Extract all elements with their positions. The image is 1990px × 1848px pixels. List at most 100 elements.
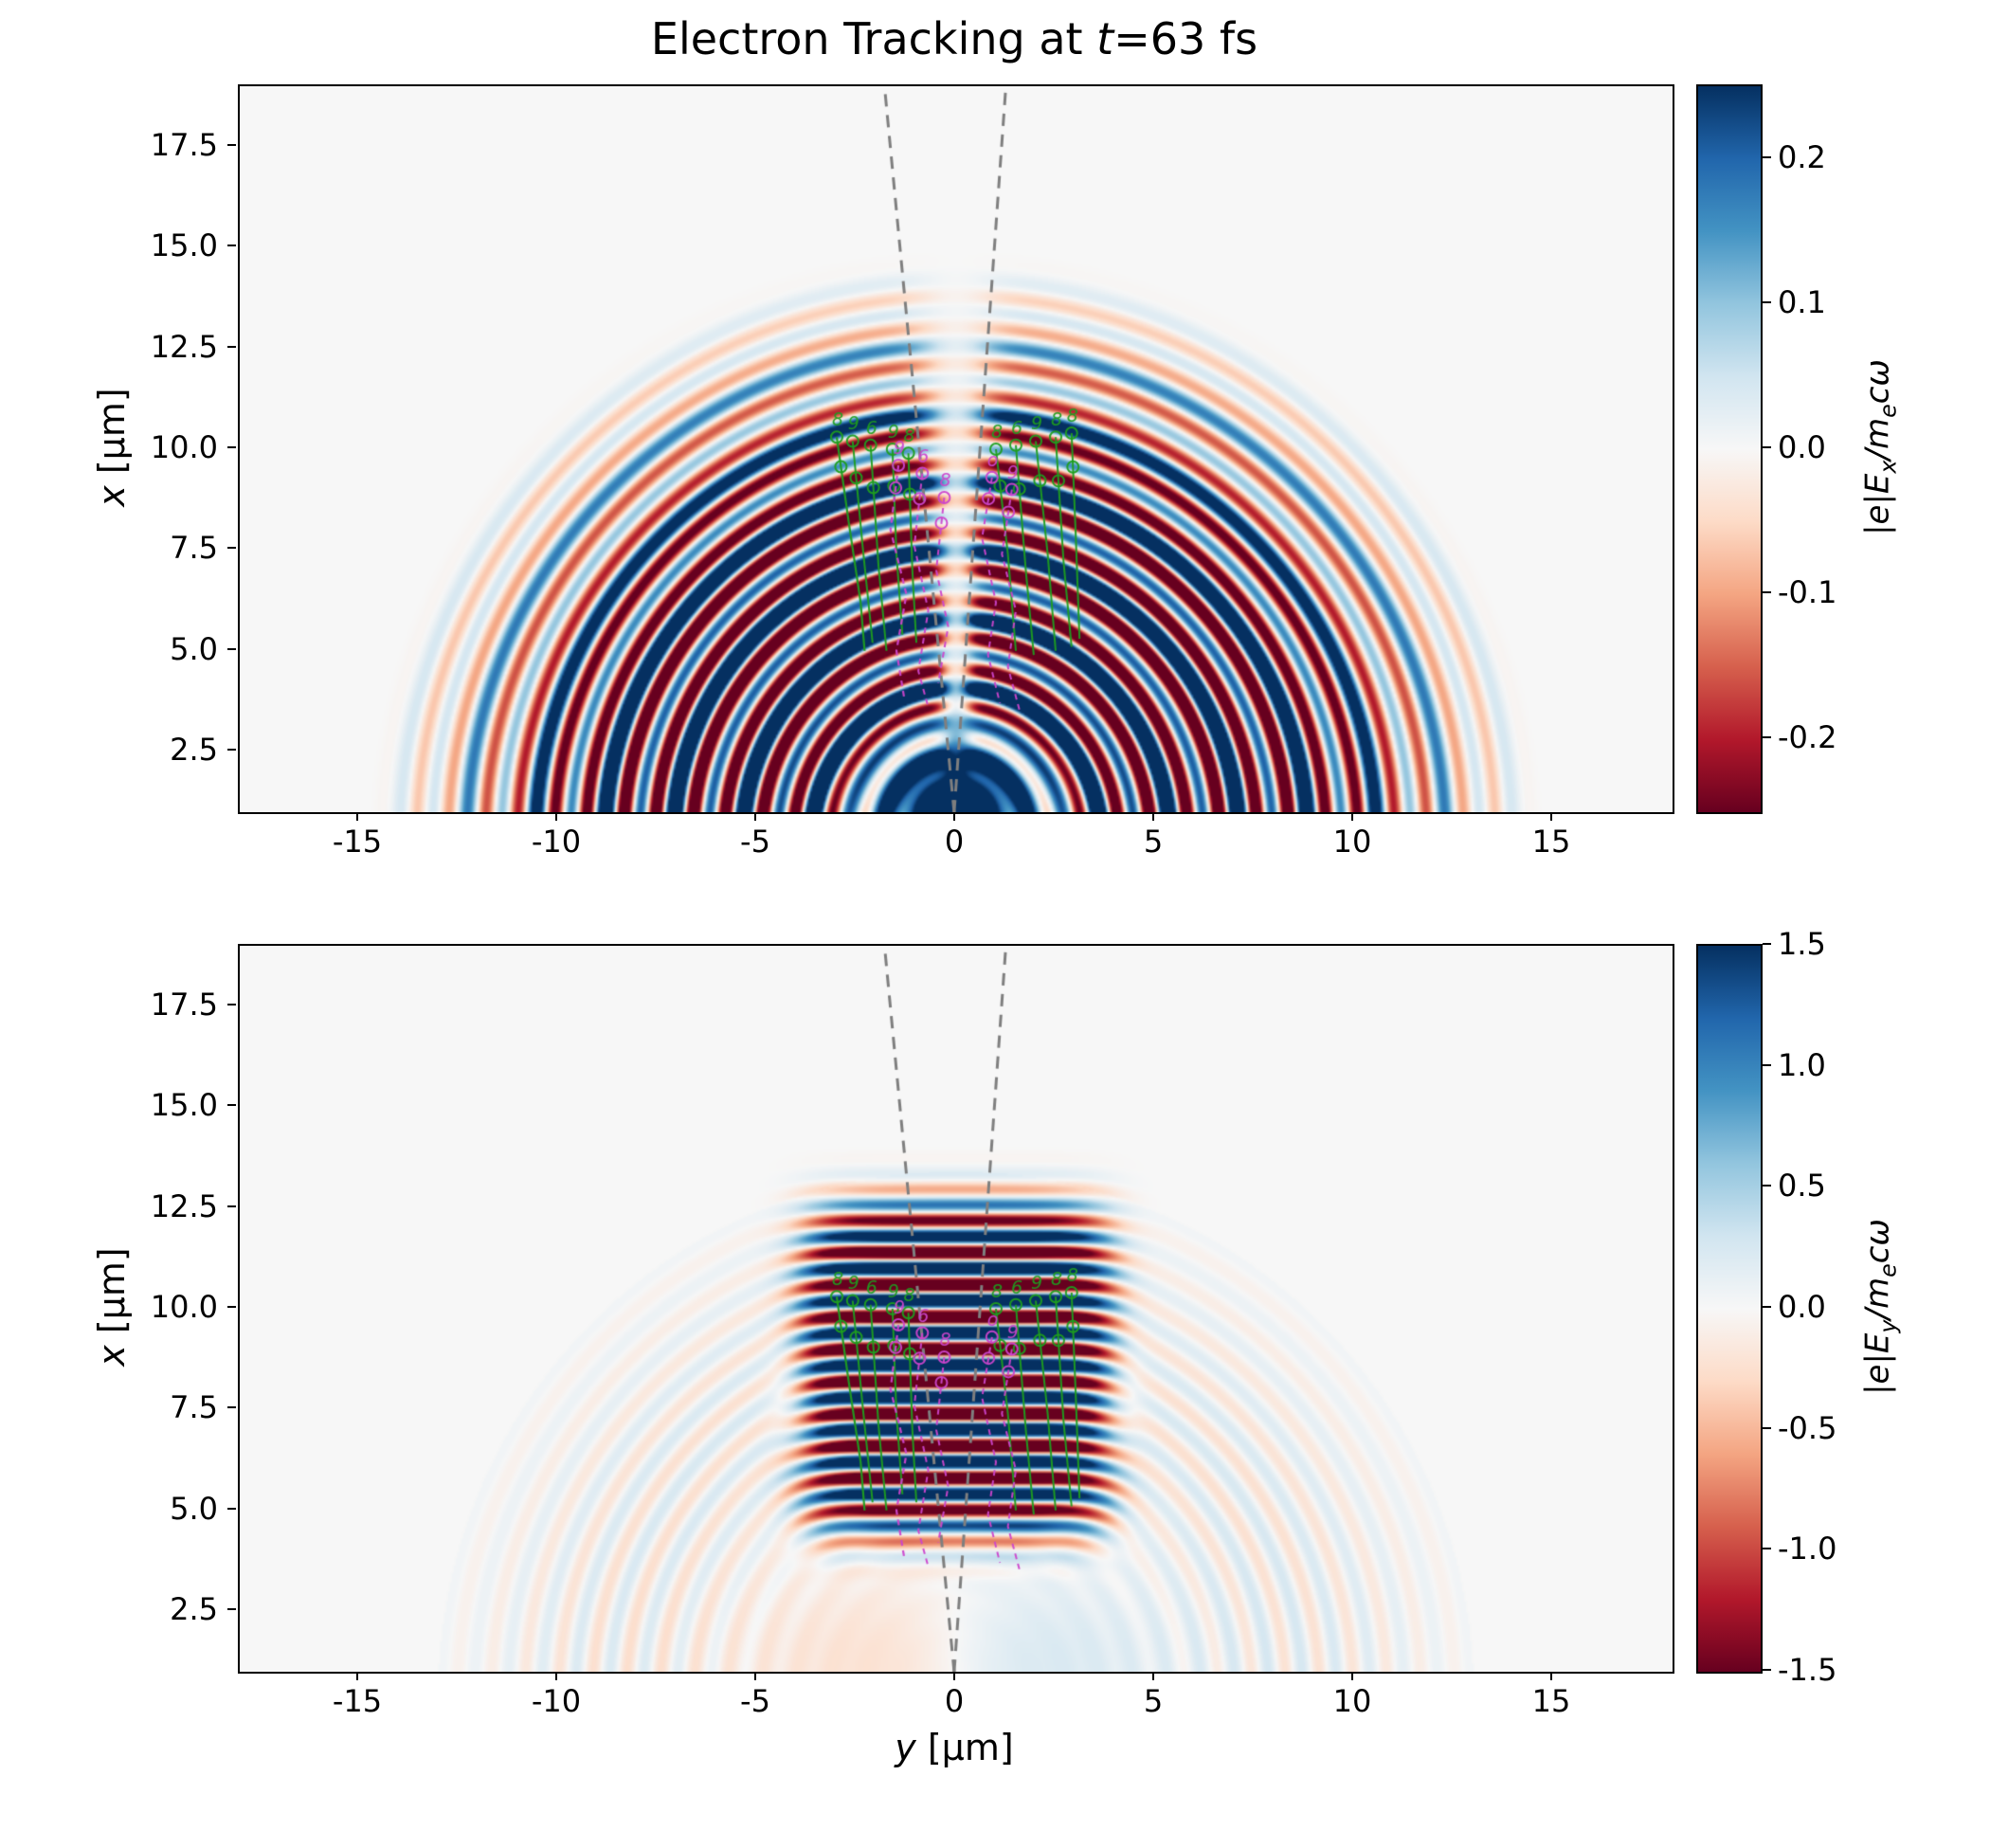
x-tick-mark	[1351, 812, 1353, 821]
y-tick-label: 2.5	[170, 1591, 218, 1628]
colorbar-tick-mark	[1763, 155, 1771, 158]
colorbar-tick-label: 1.0	[1778, 1046, 1826, 1083]
colorbar-ey	[1696, 944, 1763, 1674]
y-tick-mark	[227, 1608, 236, 1611]
y-tick-label: 15.0	[150, 227, 218, 264]
y-tick-mark	[227, 749, 236, 752]
y-tick-label: 7.5	[170, 1389, 218, 1426]
x-tick-mark	[1152, 1672, 1154, 1680]
colorbar-tick-mark	[1763, 1306, 1771, 1308]
colorbar-tick-label: -0.5	[1778, 1409, 1837, 1446]
colorbar-tick-mark	[1763, 1063, 1771, 1066]
x-tick-label: 10	[1332, 824, 1372, 860]
figure-title: Electron Tracking at t=63 fs	[238, 13, 1671, 64]
y-tick-mark	[227, 1406, 236, 1409]
y-tick-mark	[227, 245, 236, 247]
colorbar-tick-label: -0.1	[1778, 574, 1837, 611]
y-tick-label: 5.0	[170, 1490, 218, 1527]
colorbar-tick-label: 0.5	[1778, 1168, 1826, 1205]
x-tick-mark	[754, 812, 756, 821]
figure-title-var: t	[1096, 13, 1114, 64]
x-tick-label: -5	[740, 1683, 770, 1719]
colorbar-tick-mark	[1763, 300, 1771, 303]
colorbar-tick-label: 0.0	[1778, 1289, 1826, 1325]
x-tick-mark	[1550, 812, 1552, 821]
y-axis-var-top: x	[91, 485, 133, 507]
heatmap-panel-ey	[238, 944, 1674, 1674]
y-tick-mark	[227, 547, 236, 550]
y-tick-label: 10.0	[150, 429, 218, 465]
colorbar-tick-mark	[1763, 591, 1771, 594]
x-tick-label: -10	[531, 1683, 582, 1719]
x-axis-unit: [μm]	[915, 1727, 1014, 1768]
x-tick-label: -15	[332, 1683, 383, 1719]
y-tick-label: 7.5	[170, 530, 218, 567]
y-tick-mark	[227, 446, 236, 448]
colorbar-tick-label: 0.1	[1778, 283, 1826, 320]
y-tick-label: 12.5	[150, 328, 218, 365]
y-tick-label: 17.5	[150, 986, 218, 1023]
heatmap-panel-ex	[238, 84, 1674, 814]
x-tick-label: 0	[944, 1683, 965, 1719]
y-axis-var-bottom: x	[91, 1345, 133, 1367]
cblab-ey-p1: |e|E	[1858, 1332, 1897, 1395]
x-tick-mark	[555, 812, 557, 821]
x-axis-var: y	[895, 1727, 916, 1768]
y-tick-mark	[227, 1306, 236, 1308]
colorbar-tick-mark	[1763, 1669, 1771, 1671]
y-tick-label: 17.5	[150, 126, 218, 163]
figure-title-time: =63 fs	[1113, 13, 1258, 64]
y-tick-label: 10.0	[150, 1289, 218, 1325]
cblab-ex-sub2: e	[1874, 404, 1902, 418]
x-tick-mark	[953, 1672, 955, 1680]
x-tick-label: -5	[740, 824, 770, 860]
x-tick-mark	[1152, 812, 1154, 821]
colorbar-tick-mark	[1763, 446, 1771, 448]
x-tick-mark	[1351, 1672, 1353, 1680]
x-tick-mark	[555, 1672, 557, 1680]
y-tick-label: 2.5	[170, 732, 218, 769]
colorbar-tick-mark	[1763, 736, 1771, 739]
colorbar-tick-label: 1.5	[1778, 926, 1826, 962]
colorbar-tick-mark	[1763, 1426, 1771, 1429]
x-tick-label: 10	[1332, 1683, 1372, 1719]
colorbar-tick-label: 0.2	[1778, 138, 1826, 175]
x-axis-label: y [μm]	[238, 1727, 1671, 1768]
cblab-ey-sub2: e	[1874, 1263, 1902, 1277]
y-tick-label: 15.0	[150, 1087, 218, 1124]
y-tick-mark	[227, 1104, 236, 1107]
x-tick-label: 15	[1531, 1683, 1571, 1719]
ey-field-canvas	[240, 946, 1673, 1672]
y-tick-mark	[227, 143, 236, 146]
colorbar-tick-mark	[1763, 1185, 1771, 1187]
colorbar-tick-label: 0.0	[1778, 429, 1826, 465]
figure-title-prefix: Electron Tracking at	[650, 13, 1097, 64]
y-tick-mark	[227, 647, 236, 650]
y-tick-label: 12.5	[150, 1187, 218, 1224]
colorbar-tick-mark	[1763, 1548, 1771, 1550]
x-tick-mark	[356, 1672, 358, 1680]
y-tick-mark	[227, 1003, 236, 1006]
ex-field-canvas	[240, 86, 1673, 812]
cblab-ey-p3: cω	[1858, 1219, 1897, 1264]
x-tick-mark	[953, 812, 955, 821]
cblab-ex-p3: cω	[1858, 359, 1897, 405]
x-tick-label: 5	[1143, 1683, 1164, 1719]
colorbar-tick-label: -1.0	[1778, 1531, 1837, 1567]
y-tick-mark	[227, 345, 236, 348]
cblab-ex-p1: |e|E	[1858, 473, 1897, 535]
x-tick-label: 15	[1531, 824, 1571, 860]
colorbar-tick-mark	[1763, 943, 1771, 945]
x-tick-label: -10	[531, 824, 582, 860]
y-tick-label: 5.0	[170, 630, 218, 667]
x-tick-mark	[1550, 1672, 1552, 1680]
colorbar-ex	[1696, 84, 1763, 814]
x-tick-mark	[754, 1672, 756, 1680]
colorbar-tick-label: -0.2	[1778, 719, 1837, 756]
x-tick-label: -15	[332, 824, 383, 860]
x-tick-label: 0	[944, 824, 965, 860]
y-tick-mark	[227, 1205, 236, 1207]
x-tick-label: 5	[1143, 824, 1164, 860]
colorbar-tick-label: -1.5	[1778, 1652, 1837, 1688]
